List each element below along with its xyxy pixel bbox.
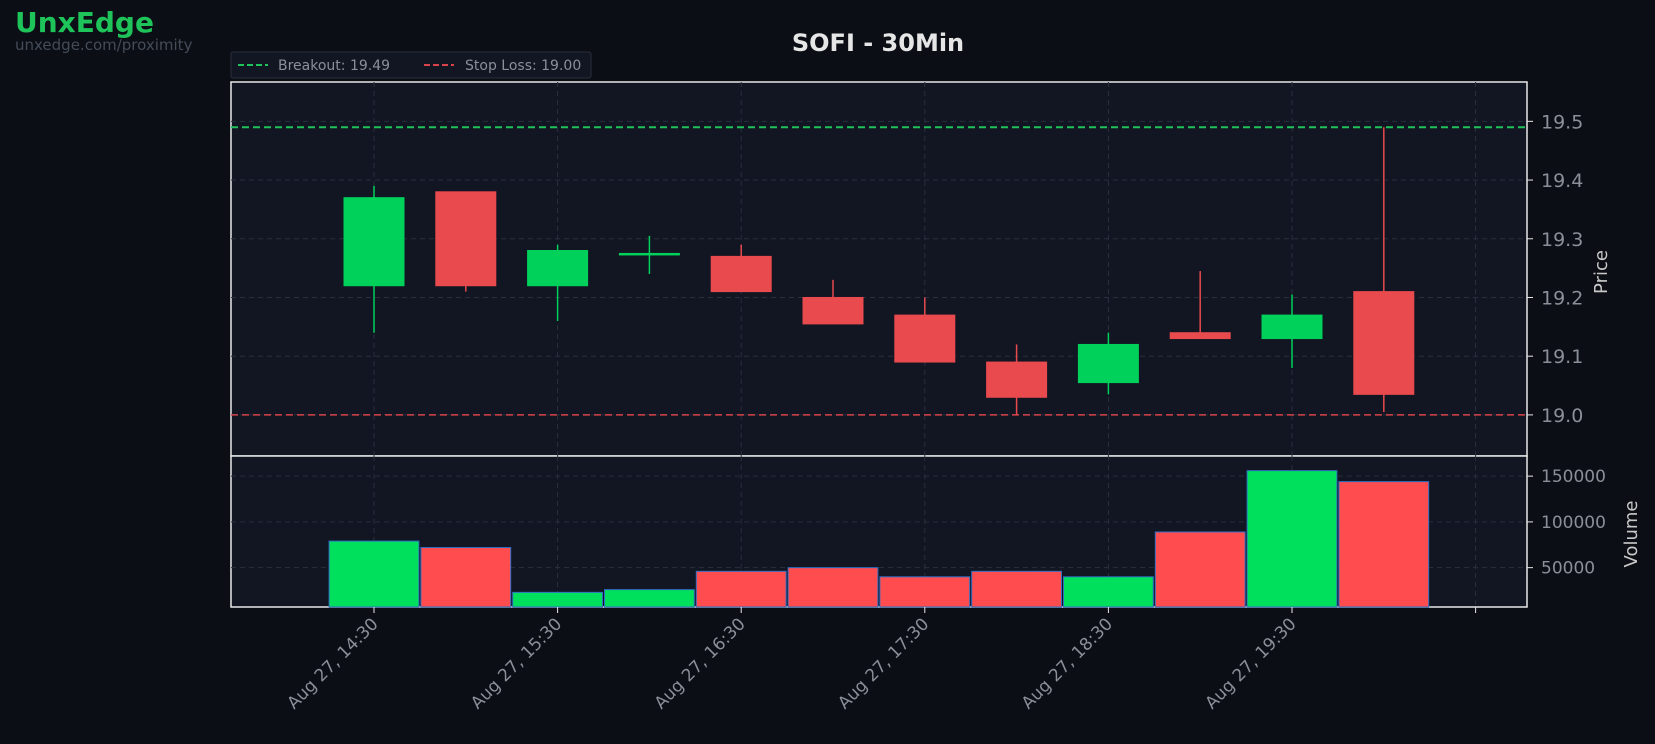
time-tick-label: Aug 27, 16:30 — [651, 614, 750, 713]
candle-body — [894, 314, 956, 363]
price-axis-label: Price — [1591, 250, 1612, 294]
time-tick-label: Aug 27, 19:30 — [1202, 614, 1301, 713]
volume-axis-label: Volume — [1621, 501, 1642, 568]
volume-bar — [971, 570, 1063, 608]
price-tick-label: 19.3 — [1541, 229, 1583, 251]
candle-body — [710, 255, 772, 293]
volume-bar — [1063, 576, 1154, 608]
volume-bar — [1154, 531, 1246, 608]
price-tick-label: 19.0 — [1541, 405, 1583, 427]
volume-tick-label: 100000 — [1541, 513, 1606, 533]
candle-body — [1261, 314, 1323, 340]
volume-bar — [695, 570, 787, 608]
price-axis-ticks: 19.0 19.1 19.2 19.3 19.4 19.5 — [1527, 111, 1583, 427]
candle-body — [435, 191, 497, 287]
legend-box — [230, 51, 592, 79]
candles — [343, 127, 1415, 415]
volume-tick-label: 50000 — [1541, 559, 1595, 579]
time-tick-label: Aug 27, 14:30 — [284, 614, 383, 713]
candle-body — [1169, 332, 1231, 340]
price-tick-label: 19.1 — [1541, 346, 1583, 368]
candle-body — [802, 296, 864, 325]
legend-breakout-label: Breakout: 19.49 — [278, 58, 390, 74]
volume-tick-label: 150000 — [1541, 467, 1606, 487]
candle-body — [618, 252, 680, 256]
volume-bar — [1338, 481, 1430, 608]
volume-bar — [879, 576, 971, 608]
price-tick-label: 19.4 — [1541, 170, 1583, 192]
volume-axis-ticks: 50000 100000 150000 — [1527, 467, 1606, 579]
volume-bar — [604, 589, 695, 608]
price-panel — [230, 81, 1528, 457]
candle-body — [343, 197, 405, 287]
brand-url: unxedge.com/proximity — [15, 36, 193, 54]
volume-bar — [328, 540, 420, 608]
chart-legend: Breakout: 19.49 Stop Loss: 19.00 — [230, 51, 592, 79]
time-axis-ticks: Aug 27, 14:30 Aug 27, 15:30 Aug 27, 16:30 A… — [284, 607, 1477, 713]
price-tick-label: 19.5 — [1541, 111, 1583, 133]
candle-body — [986, 361, 1048, 398]
volume-bar — [787, 567, 879, 608]
candle-body — [1353, 291, 1415, 395]
candle-body — [1077, 343, 1139, 384]
volume-bar — [512, 591, 604, 608]
volume-bar — [420, 547, 512, 608]
time-tick-label: Aug 27, 17:30 — [834, 614, 933, 713]
time-tick-label: Aug 27, 15:30 — [467, 614, 566, 713]
time-tick-label: Aug 27, 18:30 — [1018, 614, 1117, 713]
brand-logo-text: UnxEdge — [15, 6, 154, 39]
level-lines — [231, 126, 1527, 416]
volume-bar — [1246, 470, 1338, 608]
chart-title: SOFI - 30Min — [792, 29, 964, 57]
candle-body — [527, 250, 589, 287]
legend-stoploss-label: Stop Loss: 19.00 — [465, 58, 581, 74]
price-tick-label: 19.2 — [1541, 287, 1583, 309]
